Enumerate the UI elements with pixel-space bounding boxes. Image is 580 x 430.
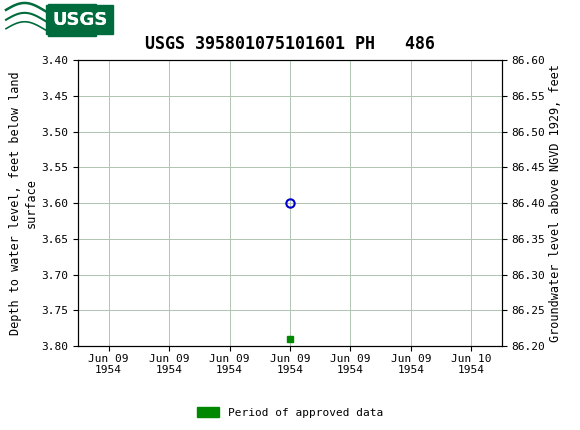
Text: USGS: USGS	[52, 11, 107, 29]
Text: USGS: USGS	[52, 11, 107, 29]
Bar	[4, 3, 99, 37]
Bar	[48, 4, 96, 36]
Y-axis label: Groundwater level above NGVD 1929, feet: Groundwater level above NGVD 1929, feet	[549, 64, 563, 342]
Title: USGS 395801075101601 PH   486: USGS 395801075101601 PH 486	[145, 35, 435, 53]
Legend: Period of approved data: Period of approved data	[193, 403, 387, 422]
Y-axis label: Depth to water level, feet below land
surface: Depth to water level, feet below land su…	[9, 71, 38, 335]
